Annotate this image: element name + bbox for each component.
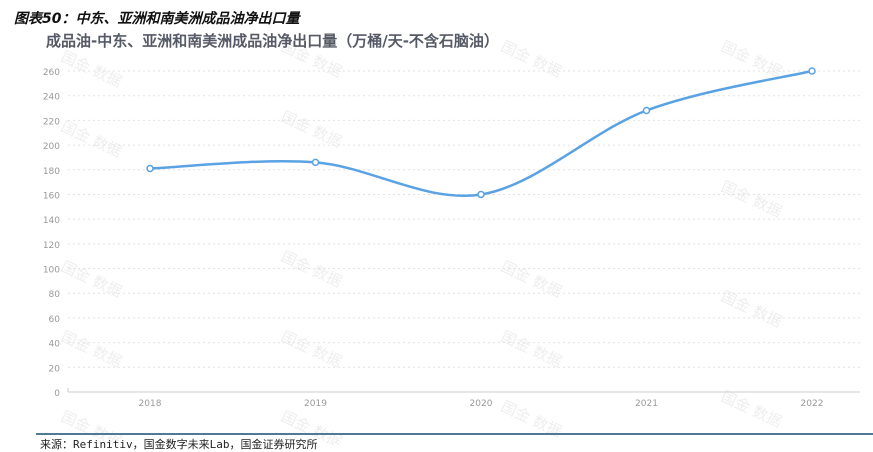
data-point	[477, 190, 485, 199]
watermark: 国金 数据	[718, 387, 784, 431]
divider	[36, 433, 873, 435]
watermark: 国金 数据	[278, 327, 344, 371]
data-point	[146, 164, 154, 173]
x-tick-label: 2021	[635, 399, 658, 409]
y-tick-label: 0	[54, 389, 60, 399]
watermark: 国金 数据	[718, 287, 784, 331]
watermark: 国金 数据	[498, 37, 564, 81]
watermark: 国金 数据	[58, 327, 124, 371]
y-tick-label: 100	[43, 266, 60, 276]
data-point	[642, 106, 651, 115]
watermark: 国金 数据	[718, 177, 784, 221]
y-tick-label: 240	[43, 93, 60, 103]
x-tick-label: 2022	[801, 399, 824, 409]
watermark: 国金 数据	[278, 37, 344, 81]
watermark: 国金 数据	[278, 107, 344, 151]
y-tick-label: 20	[49, 364, 61, 374]
y-tick-label: 140	[43, 216, 60, 226]
watermark: 国金 数据	[58, 47, 124, 91]
watermark: 国金 数据	[58, 117, 124, 161]
x-tick-label: 2020	[470, 399, 493, 409]
watermark: 国金 数据	[278, 247, 344, 291]
y-tick-label: 40	[49, 340, 61, 350]
data-point	[311, 158, 320, 167]
watermark: 国金 数据	[498, 257, 564, 301]
watermark: 国金 数据	[498, 327, 564, 371]
x-tick-label: 2018	[139, 399, 162, 409]
y-tick-label: 260	[43, 68, 60, 78]
y-tick-label: 200	[43, 142, 60, 152]
x-tick-label: 2019	[304, 399, 327, 409]
source-note: 来源：Refinitiv，国金数字未来Lab，国金证券研究所	[40, 438, 318, 451]
y-tick-label: 120	[43, 241, 60, 251]
y-tick-label: 220	[43, 117, 60, 127]
y-tick-label: 60	[49, 315, 61, 325]
watermark: 国金 数据	[58, 257, 124, 301]
series-line	[149, 69, 813, 197]
figure-title: 图表50：中东、亚洲和南美洲成品油净出口量	[14, 11, 300, 27]
y-tick-label: 80	[49, 290, 61, 300]
y-tick-label: 160	[43, 191, 60, 201]
data-point	[808, 67, 816, 75]
chart-title: 成品油-中东、亚洲和南美洲成品油净出口量（万桶/天-不含石脑油）	[46, 32, 499, 50]
watermark: 国金 数据	[718, 37, 784, 81]
y-tick-label: 180	[43, 167, 60, 177]
